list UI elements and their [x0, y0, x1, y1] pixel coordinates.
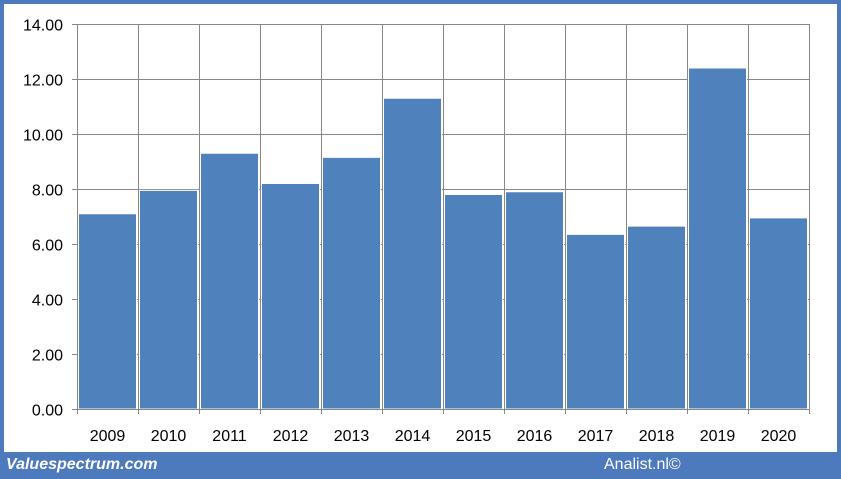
- x-tick-label: 2013: [334, 428, 370, 445]
- bar-2015: [444, 194, 503, 410]
- y-tick-label: 2.00: [32, 348, 63, 365]
- y-tick-label: 10.00: [23, 128, 63, 145]
- footer-credit: Analist.nl©: [604, 456, 681, 473]
- bar-2017: [566, 233, 625, 410]
- x-tick-label: 2009: [90, 428, 126, 445]
- x-tick-label: 2018: [639, 428, 675, 445]
- bar-2020: [749, 217, 808, 410]
- footer-brand: Valuespectrum.com: [6, 456, 158, 473]
- bar-2014: [383, 97, 442, 410]
- bar-2011: [200, 152, 259, 410]
- bar-2018: [627, 225, 686, 410]
- y-tick-label: 6.00: [32, 238, 63, 255]
- y-tick-label: 0.00: [32, 403, 63, 420]
- bar-2009: [78, 213, 137, 410]
- x-tick-label: 2010: [151, 428, 187, 445]
- y-tick-label: 14.00: [23, 18, 63, 35]
- y-tick-label: 8.00: [32, 183, 63, 200]
- x-tick-label: 2016: [517, 428, 553, 445]
- x-tick-label: 2014: [395, 428, 431, 445]
- bar-2012: [261, 183, 320, 410]
- bar-2019: [688, 67, 747, 410]
- x-tick-label: 2017: [578, 428, 614, 445]
- y-tick-label: 12.00: [23, 73, 63, 90]
- x-tick-label: 2011: [212, 428, 247, 445]
- x-tick-label: 2015: [456, 428, 492, 445]
- x-tick-label: 2019: [700, 428, 736, 445]
- x-tick-label: 2012: [273, 428, 309, 445]
- y-tick-label: 4.00: [32, 293, 63, 310]
- bar-2013: [322, 156, 381, 410]
- x-tick-label: 2020: [761, 428, 797, 445]
- bar-2010: [139, 189, 198, 410]
- bar-2016: [505, 191, 564, 410]
